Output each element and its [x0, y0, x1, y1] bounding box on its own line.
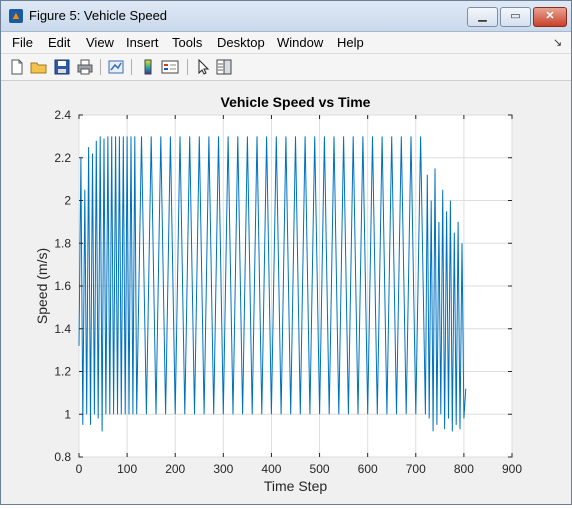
figure-toolbar	[1, 54, 571, 81]
pointer-icon[interactable]	[194, 58, 212, 76]
speed-series-line	[78, 136, 467, 432]
y-axis-label: Speed (m/s)	[34, 248, 50, 324]
new-figure-icon[interactable]	[8, 58, 26, 76]
toolbar-separator	[131, 59, 132, 75]
open-file-icon[interactable]	[30, 58, 48, 76]
x-tick-label: 700	[406, 462, 426, 476]
title-bar[interactable]: ▲ Figure 5: Vehicle Speed ▁ ▭ ✕	[1, 1, 571, 32]
menu-insert[interactable]: Insert	[126, 35, 159, 50]
x-tick-label: 500	[310, 462, 330, 476]
figure-canvas: 0 100 200 300 400 500 600 700 800 900 0.8 1 1.2 1.4 1.…	[1, 81, 571, 504]
menu-help[interactable]: Help	[337, 35, 364, 50]
property-editor-icon[interactable]	[215, 58, 233, 76]
menu-desktop[interactable]: Desktop	[217, 35, 265, 50]
menu-view[interactable]: View	[86, 35, 114, 50]
y-tick-label: 0.8	[54, 450, 71, 464]
menu-window[interactable]: Window	[277, 35, 324, 50]
link-plot-icon[interactable]	[107, 58, 125, 76]
x-tick-label: 200	[165, 462, 185, 476]
x-tick-label: 400	[261, 462, 281, 476]
y-tick-label: 1.6	[54, 279, 71, 293]
close-button[interactable]: ✕	[533, 7, 567, 27]
x-tick-label: 600	[358, 462, 378, 476]
y-tick-label: 2.2	[54, 151, 71, 165]
speed-chart[interactable]: 0 100 200 300 400 500 600 700 800 900 0.8 1 1.2 1.4 1.…	[1, 81, 571, 504]
minimize-button[interactable]: ▁	[467, 7, 498, 27]
menu-edit[interactable]: Edit	[48, 35, 71, 50]
save-icon[interactable]	[53, 58, 71, 76]
matlab-icon: ▲	[9, 9, 23, 23]
y-tick-label: 1	[64, 407, 71, 421]
colorbar-icon[interactable]	[139, 58, 157, 76]
dock-arrow-icon[interactable]: ↘	[553, 37, 563, 49]
menu-tools[interactable]: Tools	[172, 35, 203, 50]
legend-icon[interactable]	[161, 58, 179, 76]
x-tick-label: 300	[213, 462, 233, 476]
y-tick-label: 2	[64, 194, 71, 208]
toolbar-separator	[187, 59, 188, 75]
x-tick-label: 900	[502, 462, 522, 476]
x-axis-label: Time Step	[264, 478, 327, 494]
menu-bar: File Edit View Insert Tools Desktop Wind…	[1, 32, 571, 54]
maximize-button[interactable]: ▭	[500, 7, 531, 27]
y-tick-label: 1.2	[54, 365, 71, 379]
y-tick-label: 1.4	[54, 322, 71, 336]
y-tick-label: 1.8	[54, 236, 71, 250]
x-tick-label: 800	[454, 462, 474, 476]
x-tick-label: 100	[117, 462, 137, 476]
window-title: Figure 5: Vehicle Speed	[29, 8, 168, 23]
axis-ticks: 0 100 200 300 400 500 600 700 800 900 0.8 1 1.2 1.4 1.…	[54, 108, 522, 476]
toolbar-separator	[100, 59, 101, 75]
x-tick-label: 0	[76, 462, 83, 476]
y-tick-label: 2.4	[54, 108, 71, 122]
print-icon[interactable]	[76, 58, 94, 76]
chart-title: Vehicle Speed vs Time	[221, 94, 371, 110]
menu-file[interactable]: File	[12, 35, 33, 50]
